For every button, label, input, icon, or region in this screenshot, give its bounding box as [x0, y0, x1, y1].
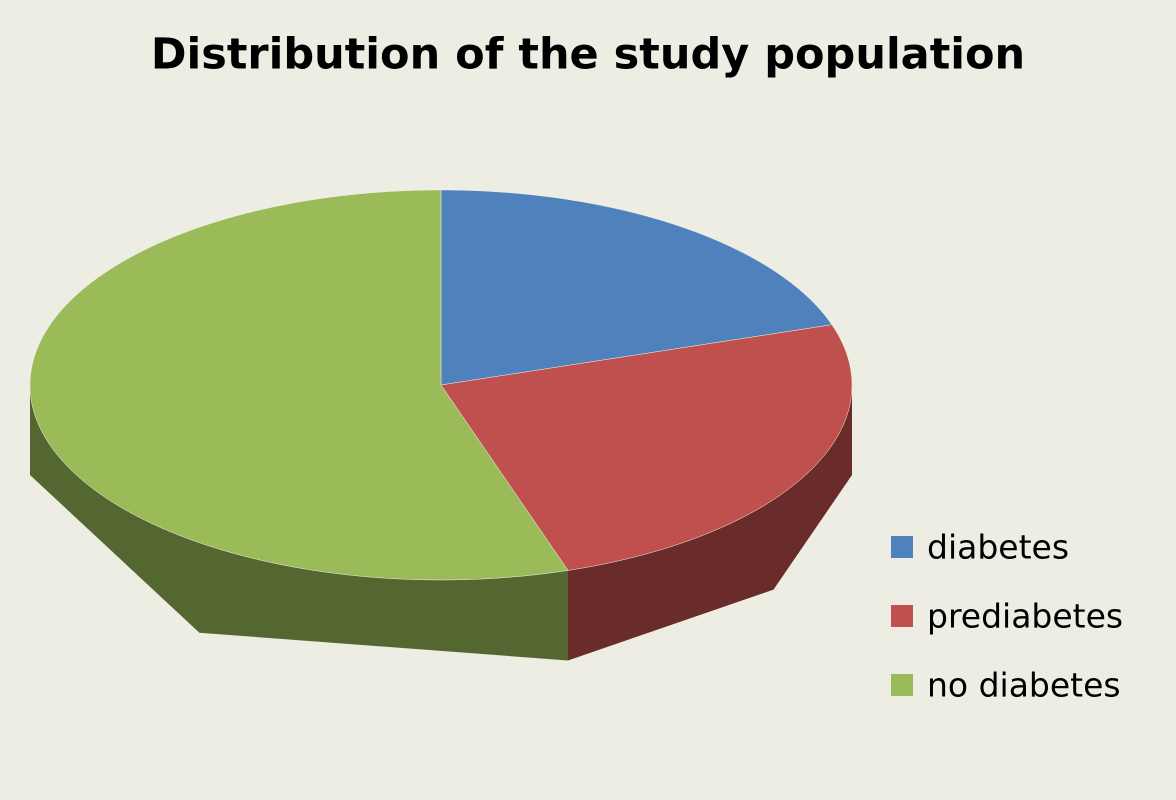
pie-slice [440, 189, 833, 386]
pie-slice-top [29, 189, 569, 581]
chart-title: Distribution of the study population [151, 30, 1025, 80]
pie-slice-side [568, 385, 852, 661]
pie-slice-top [440, 324, 853, 571]
pie-slice-top [440, 189, 833, 386]
legend-swatch [891, 536, 913, 558]
legend-swatch [891, 674, 913, 696]
legend-label: no diabetes [927, 666, 1121, 705]
pie-slice-side [30, 385, 569, 661]
legend-label: prediabetes [927, 597, 1123, 636]
pie-slice [440, 324, 853, 661]
legend-swatch [891, 605, 913, 627]
pie-slice [29, 189, 569, 661]
legend-label: diabetes [927, 528, 1069, 567]
